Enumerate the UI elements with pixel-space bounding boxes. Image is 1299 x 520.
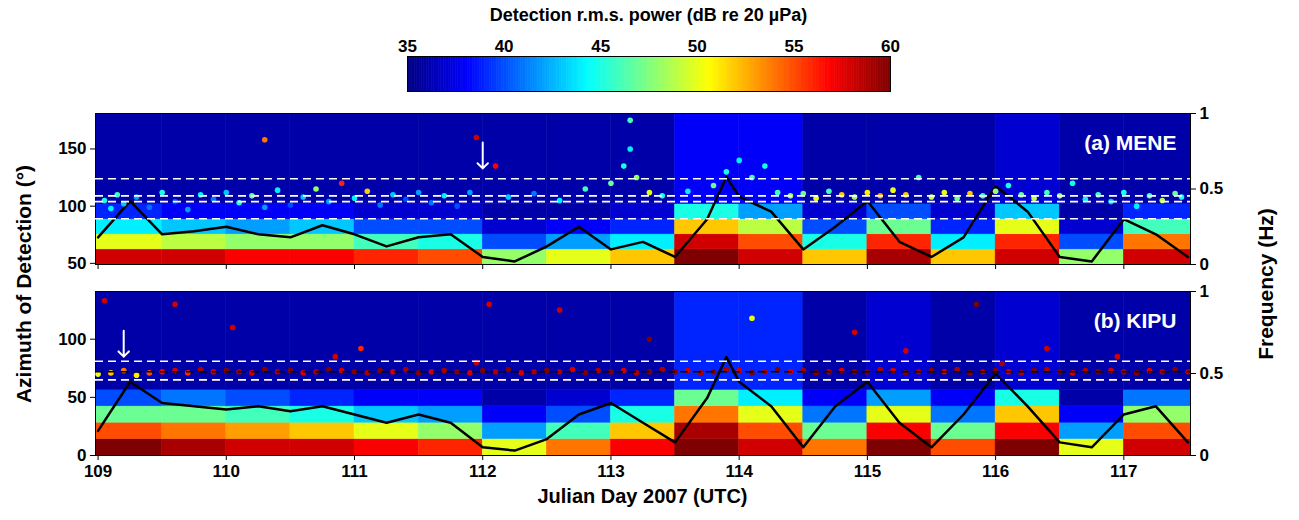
html-text:Azimuth of Detection (°): Azimuth of Detection (°) — [12, 164, 35, 404]
svg-text:113: 113 — [597, 462, 624, 481]
svg-text:115: 115 — [854, 462, 881, 481]
svg-text:100: 100 — [58, 197, 86, 216]
svg-text:50: 50 — [68, 388, 87, 407]
svg-text:0: 0 — [1200, 255, 1209, 274]
svg-text:45: 45 — [591, 37, 610, 56]
svg-text:0.5: 0.5 — [1200, 179, 1224, 198]
svg-text:114: 114 — [725, 462, 753, 481]
html-text:Frequency (Hz): Frequency (Hz) — [1254, 208, 1277, 360]
svg-text:100: 100 — [58, 330, 86, 349]
svg-text:112: 112 — [469, 462, 496, 481]
svg-text:35: 35 — [398, 37, 417, 56]
svg-text:150: 150 — [58, 139, 86, 158]
svg-text:1: 1 — [1200, 104, 1209, 123]
svg-text:(b) KIPU: (b) KIPU — [1094, 309, 1177, 332]
svg-text:1: 1 — [1200, 282, 1209, 301]
svg-text:40: 40 — [495, 37, 514, 56]
html-text:Julian Day 2007 (UTC): Julian Day 2007 (UTC) — [537, 485, 748, 507]
svg-text:116: 116 — [982, 462, 1009, 481]
svg-text:0.5: 0.5 — [1200, 364, 1224, 383]
svg-text:109: 109 — [84, 462, 112, 481]
svg-text:111: 111 — [341, 462, 368, 481]
svg-text:0: 0 — [1200, 446, 1209, 465]
svg-text:60: 60 — [881, 37, 900, 56]
svg-text:55: 55 — [784, 37, 803, 56]
svg-text:117: 117 — [1110, 462, 1137, 481]
svg-text:50: 50 — [688, 37, 707, 56]
svg-text:110: 110 — [213, 462, 240, 481]
html-text:Detection r.m.s. power (dB re: Detection r.m.s. power (dB re 20 µPa) — [489, 5, 808, 25]
svg-text:0: 0 — [77, 445, 87, 465]
svg-text:(a) MENE: (a) MENE — [1084, 131, 1176, 154]
svg-text:50: 50 — [68, 254, 87, 273]
